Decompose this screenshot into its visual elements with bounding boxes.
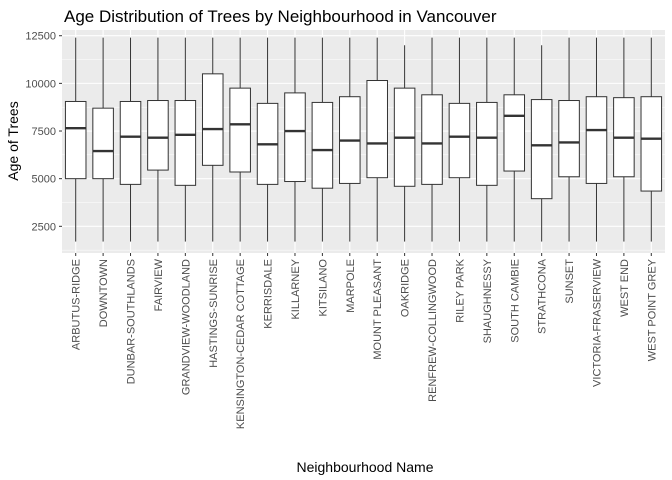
- x-tick-label: WEST END: [619, 259, 631, 317]
- x-tick-label: WEST POINT GREY: [646, 258, 658, 361]
- y-axis: 2500 5000 7500 10000 12500: [25, 31, 62, 233]
- chart-title: Age Distribution of Trees by Neighbourho…: [64, 7, 497, 26]
- x-tick-label: VICTORIA-FRASERVIEW: [591, 258, 603, 387]
- x-tick-label: OAKRIDGE: [400, 259, 412, 317]
- box-marpole: [339, 37, 361, 242]
- x-tick-label: DUNBAR-SOUTHLANDS: [126, 259, 138, 384]
- x-tick-label: RILEY PARK: [454, 258, 466, 322]
- box-kensington-cedar-cottage: [229, 37, 251, 242]
- box-fairview: [147, 37, 169, 242]
- y-tick-label: 10000: [25, 78, 56, 90]
- x-tick-label: HASTINGS-SUNRISE: [208, 259, 220, 368]
- x-tick-label: SUNSET: [564, 259, 576, 304]
- x-tick-label: SOUTH CAMBIE: [509, 259, 521, 343]
- x-tick-label: KERRISDALE: [263, 259, 275, 329]
- box-renfrew-collingwood: [421, 37, 443, 242]
- box-riley-park: [448, 37, 471, 242]
- box-iqr: [229, 87, 251, 173]
- x-tick-label: KITSILANO: [317, 259, 329, 317]
- box-west-end: [613, 37, 635, 242]
- y-tick-label: 7500: [32, 126, 56, 138]
- box-iqr: [311, 101, 334, 189]
- box-grandview-woodland: [174, 37, 197, 242]
- box-iqr: [640, 96, 663, 192]
- x-tick-label: KENSINGTON-CEDAR COTTAGE: [235, 259, 247, 429]
- box-killarney: [284, 37, 306, 242]
- box-iqr: [448, 102, 471, 179]
- box-iqr: [201, 73, 224, 166]
- x-tick-label: GRANDVIEW-WOODLAND: [180, 259, 192, 395]
- box-iqr: [503, 94, 526, 172]
- x-tick-label: RENFREW-COLLINGWOOD: [427, 259, 439, 402]
- y-tick-label: 12500: [25, 31, 56, 43]
- x-tick-label: ARBUTUS-RIDGE: [71, 259, 83, 350]
- box-iqr: [92, 107, 114, 180]
- box-victoria-fraserview: [585, 37, 608, 242]
- box-oakridge: [393, 45, 416, 242]
- box-iqr: [366, 80, 388, 179]
- box-iqr: [476, 101, 498, 186]
- x-tick-label: FAIRVIEW: [153, 258, 165, 311]
- box-iqr: [64, 100, 87, 180]
- box-arbutus-ridge: [64, 37, 87, 242]
- box-iqr: [530, 99, 553, 200]
- x-tick-label: MOUNT PLEASANT: [372, 259, 384, 360]
- x-tick-label: MARPOLE: [345, 259, 357, 313]
- box-iqr: [421, 94, 443, 185]
- box-iqr: [119, 100, 142, 185]
- box-dunbar-southlands: [119, 37, 142, 242]
- box-kitsilano: [311, 37, 334, 242]
- boxes: [64, 37, 663, 242]
- x-tick-label: KILLARNEY: [290, 258, 302, 319]
- box-iqr: [174, 100, 197, 186]
- box-mount-pleasant: [366, 37, 388, 242]
- box-iqr: [147, 100, 169, 171]
- box-kerrisdale: [256, 37, 279, 242]
- box-iqr: [558, 100, 580, 178]
- box-iqr: [585, 96, 608, 184]
- box-iqr: [284, 92, 306, 183]
- x-tick-label: DOWNTOWN: [98, 259, 110, 327]
- x-axis: ARBUTUS-RIDGE DOWNTOWN DUNBAR-SOUTHLANDS FA…: [71, 253, 658, 429]
- box-south-cambie: [503, 37, 526, 242]
- x-tick-label: SHAUGHNESSY: [482, 258, 494, 343]
- box-hastings-sunrise: [201, 37, 224, 242]
- box-shaughnessy: [476, 37, 498, 242]
- y-tick-label: 5000: [32, 174, 56, 186]
- y-tick-label: 2500: [32, 221, 56, 233]
- y-axis-title: Age of Trees: [5, 101, 21, 180]
- x-tick-label: STRATHCONA: [537, 258, 549, 334]
- box-strathcona: [530, 45, 553, 242]
- x-axis-title: Neighbourhood Name: [297, 459, 434, 475]
- box-downtown: [92, 37, 114, 242]
- box-west-point-grey: [640, 37, 663, 242]
- box-sunset: [558, 37, 580, 242]
